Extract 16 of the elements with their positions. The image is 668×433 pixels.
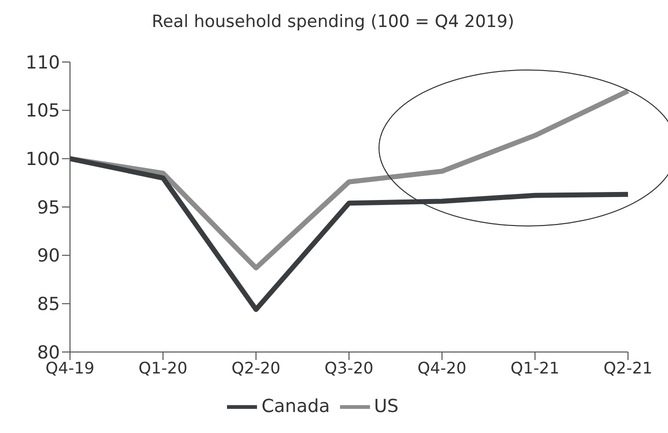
x-tick-label: Q2-21 xyxy=(604,358,652,378)
y-tick-label: 105 xyxy=(26,100,60,122)
legend-label: Canada xyxy=(261,396,330,417)
x-tick-label: Q4-20 xyxy=(418,358,466,378)
x-tick-label: Q1-20 xyxy=(138,358,188,378)
y-tick-label: 90 xyxy=(37,246,60,267)
y-tick-label: 95 xyxy=(37,197,60,218)
chart-title: Real household spending (100 = Q4 2019) xyxy=(150,11,516,34)
x-tick-label: Q2-20 xyxy=(232,358,280,378)
x-tick-label: Q3-20 xyxy=(324,358,374,378)
legend-label: US xyxy=(374,396,399,417)
x-tick-label: Q1-21 xyxy=(510,358,560,378)
y-tick-label: 100 xyxy=(26,149,60,170)
y-tick-label: 85 xyxy=(37,294,60,316)
x-tick-label: Q4-19 xyxy=(46,358,94,378)
y-tick-label: 110 xyxy=(26,52,60,74)
